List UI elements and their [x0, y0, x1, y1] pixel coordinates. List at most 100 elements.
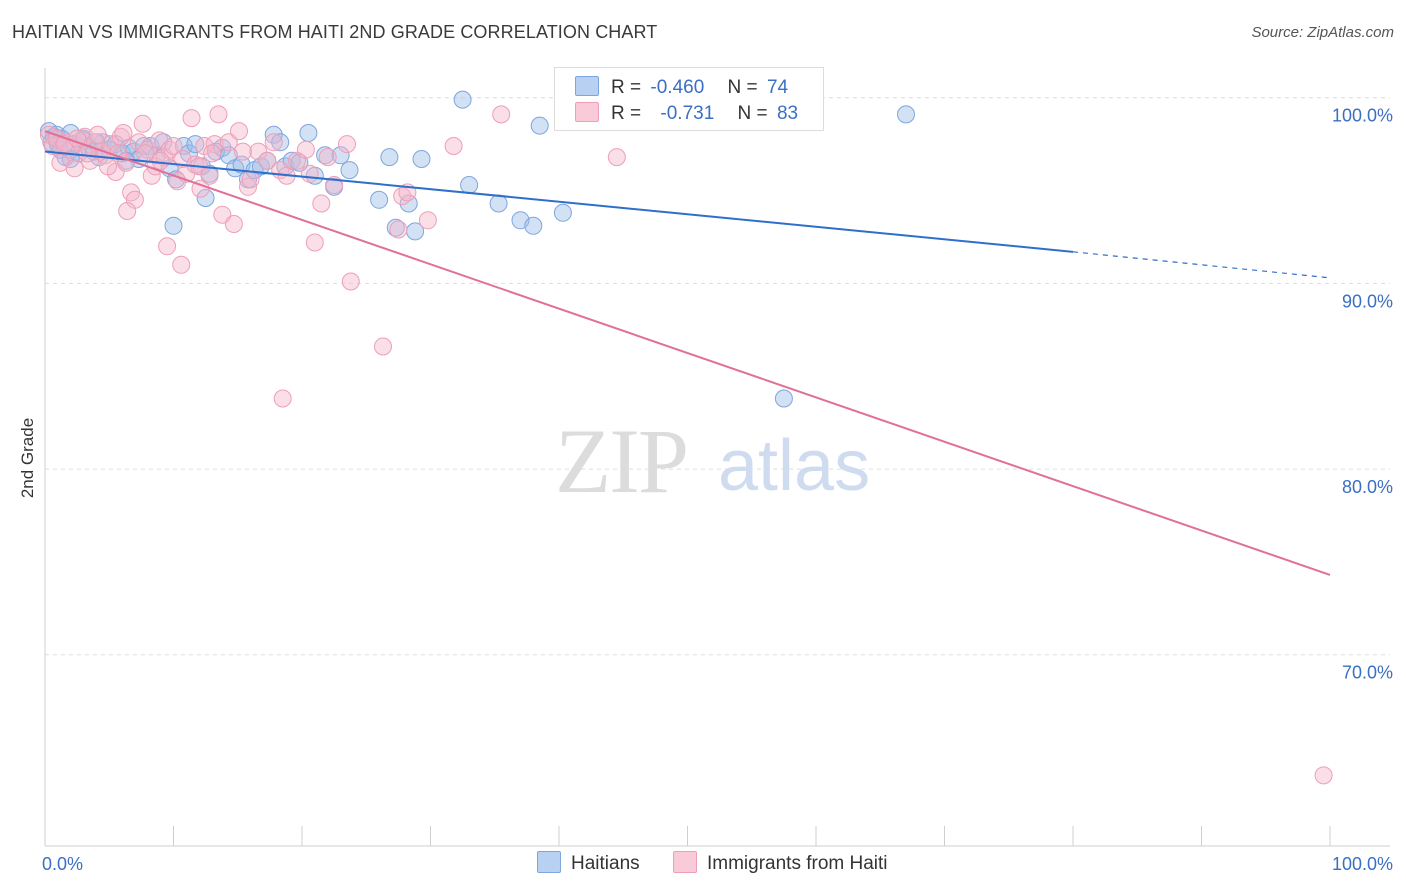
- legend-r-label: R =: [611, 77, 642, 98]
- data-point-haitians: [897, 105, 915, 124]
- data-point-immigrants: [101, 135, 120, 154]
- legend-swatch-haitians: [575, 76, 599, 96]
- gridlines: [45, 97, 1390, 656]
- data-point-immigrants: [374, 337, 392, 356]
- legend-swatch-immigrants: [575, 102, 599, 122]
- source-label: Source: ZipAtlas.com: [1251, 24, 1394, 41]
- series-name-immigrants: Immigrants from Haiti: [707, 853, 888, 874]
- data-point-haitians: [196, 189, 215, 207]
- data-point-immigrants: [296, 140, 315, 159]
- data-point-haitians: [264, 125, 283, 144]
- data-point-immigrants: [219, 133, 238, 152]
- data-point-immigrants: [114, 124, 133, 142]
- data-point-immigrants: [118, 202, 137, 220]
- data-point-haitians: [530, 116, 549, 135]
- stats-legend: R = -0.460 N = 74 R = -0.731 N = 83: [554, 67, 824, 131]
- data-point-haitians: [386, 218, 405, 237]
- data-point-immigrants: [150, 131, 169, 150]
- data-point-haitians: [340, 161, 359, 180]
- legend-r-label: R =: [611, 103, 642, 124]
- series-swatch-immigrants: [673, 851, 697, 873]
- data-point-immigrants: [151, 151, 170, 170]
- data-point-immigrants: [312, 194, 331, 213]
- y-tick-label: 100.0%: [1332, 106, 1393, 126]
- watermark: ZIP atlas: [555, 410, 870, 512]
- data-point-immigrants: [273, 389, 292, 408]
- data-point-immigrants: [51, 153, 70, 172]
- data-point-immigrants: [224, 215, 243, 233]
- data-point-haitians: [164, 216, 183, 235]
- data-point-immigrants: [264, 133, 283, 152]
- series-swatch-haitians: [537, 851, 561, 873]
- data-point-immigrants: [209, 105, 228, 124]
- data-point-immigrants: [164, 137, 183, 155]
- data-points: [39, 90, 1333, 785]
- x-tick-label-left: 0.0%: [42, 854, 83, 874]
- data-point-haitians: [489, 194, 508, 213]
- data-point-immigrants: [230, 122, 248, 141]
- x-tick-labels: 0.0% 100.0%: [42, 854, 1393, 874]
- series-legend-haitians[interactable]: Haitians: [537, 851, 640, 875]
- data-point-haitians: [290, 153, 309, 172]
- watermark-atlas: atlas: [718, 426, 870, 506]
- data-point-immigrants: [389, 220, 408, 239]
- data-point-immigrants: [172, 255, 191, 274]
- watermark-zip: ZIP: [555, 410, 687, 512]
- data-point-immigrants: [182, 109, 201, 128]
- data-point-immigrants: [258, 151, 277, 170]
- data-point-immigrants: [607, 148, 626, 167]
- data-point-haitians: [453, 90, 472, 109]
- data-point-haitians: [412, 150, 431, 168]
- data-point-haitians: [460, 176, 479, 194]
- trend-line-haitians: [44, 150, 1074, 253]
- series-name-haitians: Haitians: [571, 853, 640, 874]
- legend-n-label: N =: [727, 77, 758, 98]
- data-point-immigrants: [129, 133, 148, 152]
- data-point-immigrants: [300, 164, 319, 183]
- y-tick-label: 70.0%: [1342, 663, 1393, 683]
- data-point-haitians: [553, 203, 572, 222]
- y-tick-label: 90.0%: [1342, 291, 1393, 311]
- chart-title: HAITIAN VS IMMIGRANTS FROM HAITI 2ND GRA…: [12, 22, 658, 42]
- legend-n-value: 74: [766, 77, 789, 98]
- series-legend-immigrants[interactable]: Immigrants from Haiti: [673, 851, 888, 875]
- data-point-haitians: [524, 216, 543, 235]
- x-tick-label-right: 100.0%: [1332, 854, 1393, 874]
- trend-lines: [44, 130, 1331, 576]
- data-point-immigrants: [158, 237, 177, 256]
- data-point-immigrants: [65, 159, 84, 178]
- data-point-immigrants: [492, 105, 511, 124]
- data-point-immigrants: [318, 148, 337, 167]
- data-point-immigrants: [88, 125, 107, 144]
- data-point-immigrants: [341, 272, 360, 291]
- data-point-immigrants: [305, 233, 324, 252]
- data-point-immigrants: [136, 144, 155, 163]
- data-point-immigrants: [233, 142, 252, 161]
- legend-r-value: -0.460: [650, 77, 705, 98]
- axes: [44, 68, 1390, 847]
- data-point-haitians: [271, 133, 290, 152]
- data-point-haitians: [299, 124, 318, 142]
- data-point-immigrants: [239, 177, 257, 196]
- legend-r-value: -0.731: [660, 103, 715, 124]
- data-point-haitians: [370, 190, 389, 209]
- data-point-immigrants: [418, 211, 437, 230]
- data-point-immigrants: [249, 142, 268, 161]
- trend-line-immigrants: [44, 130, 1331, 576]
- data-point-immigrants: [241, 170, 260, 189]
- data-point-haitians: [774, 389, 793, 408]
- series-legend: Haitians Immigrants from Haiti: [0, 851, 1406, 877]
- data-point-immigrants: [1314, 766, 1333, 785]
- x-ticks: [44, 826, 1331, 846]
- data-point-immigrants: [444, 137, 463, 155]
- legend-n-value: 83: [776, 103, 799, 124]
- stats-legend-row-immigrants: R = -0.731 N = 83: [575, 102, 798, 128]
- data-point-immigrants: [203, 144, 222, 163]
- y-tick-label: 80.0%: [1342, 477, 1393, 497]
- y-tick-labels: 70.0% 80.0% 90.0% 100.0%: [1332, 106, 1393, 683]
- legend-n-label: N =: [737, 103, 768, 124]
- data-point-haitians: [380, 148, 399, 167]
- data-point-haitians: [316, 146, 335, 165]
- data-point-immigrants: [338, 135, 356, 154]
